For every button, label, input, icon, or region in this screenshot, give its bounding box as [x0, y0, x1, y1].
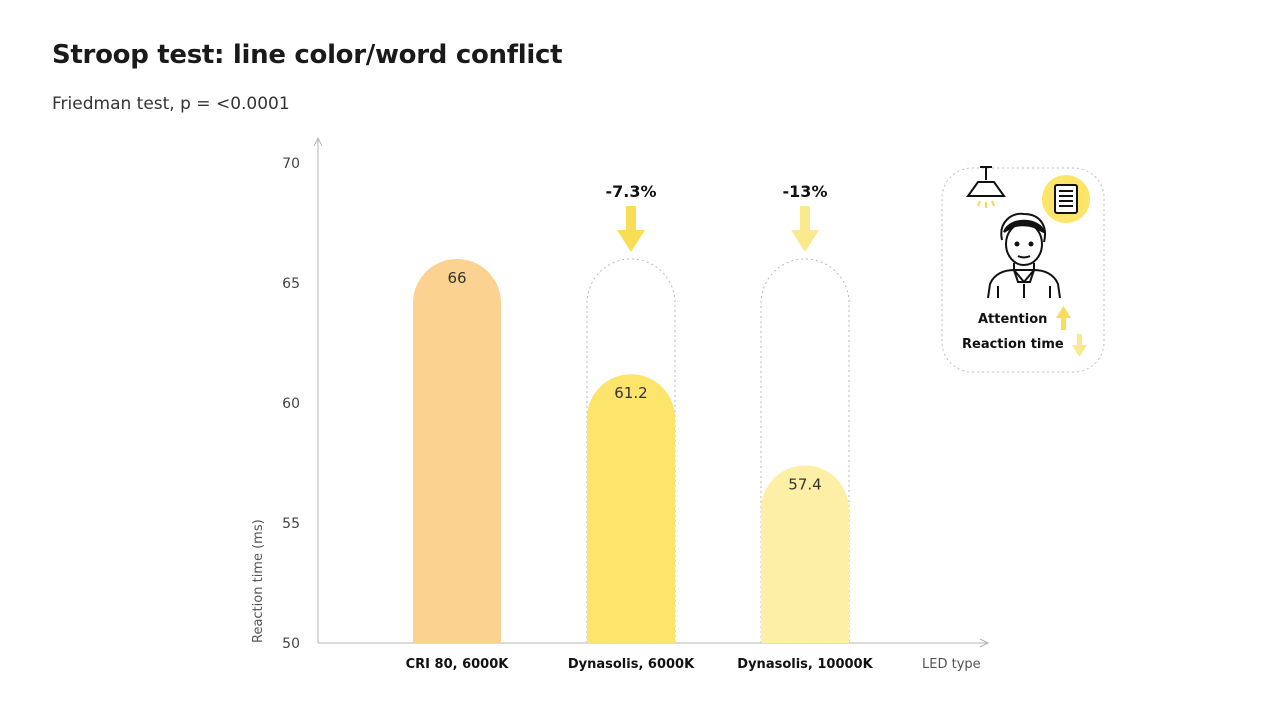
reference-outline	[760, 258, 850, 644]
y-tick-label: 60	[282, 396, 300, 412]
category-label: CRI 80, 6000K	[406, 657, 510, 672]
page-title: Stroop test: line color/word conflict	[52, 40, 563, 70]
arrow-down-icon	[1072, 334, 1087, 357]
y-axis-arrow	[313, 136, 323, 147]
info-card: Attention Reaction time	[941, 166, 1105, 373]
y-tick-label: 70	[282, 156, 300, 172]
arrow-up-icon	[1056, 306, 1071, 330]
bar-value-label: 61.2	[614, 384, 647, 402]
attention-label: Attention	[978, 312, 1047, 327]
bar-value-label: 57.4	[788, 475, 821, 493]
y-tick-label: 65	[282, 276, 300, 292]
change-label: -13%	[783, 182, 828, 201]
person-icon	[987, 212, 1061, 299]
bar	[761, 465, 849, 643]
ceiling-lamp-icon	[966, 166, 1006, 208]
reaction-time-label: Reaction time	[962, 337, 1064, 352]
page-subtitle: Friedman test, p = <0.0001	[52, 94, 290, 114]
document-icon	[1042, 175, 1090, 223]
y-axis-label: Reaction time (ms)	[251, 519, 266, 643]
category-label: Dynasolis, 10000K	[737, 657, 873, 672]
y-tick-label: 55	[282, 516, 300, 532]
y-tick-label: 50	[282, 636, 300, 652]
down-arrow-icon	[791, 206, 819, 252]
change-label: -7.3%	[605, 182, 656, 201]
bar	[413, 259, 501, 643]
reference-outline	[586, 258, 676, 644]
bar	[587, 374, 675, 643]
down-arrow-icon	[617, 206, 645, 252]
bar-value-label: 66	[447, 269, 466, 287]
x-axis-arrow	[979, 638, 990, 648]
x-axis-label: LED type	[922, 657, 981, 672]
category-label: Dynasolis, 6000K	[568, 657, 695, 672]
